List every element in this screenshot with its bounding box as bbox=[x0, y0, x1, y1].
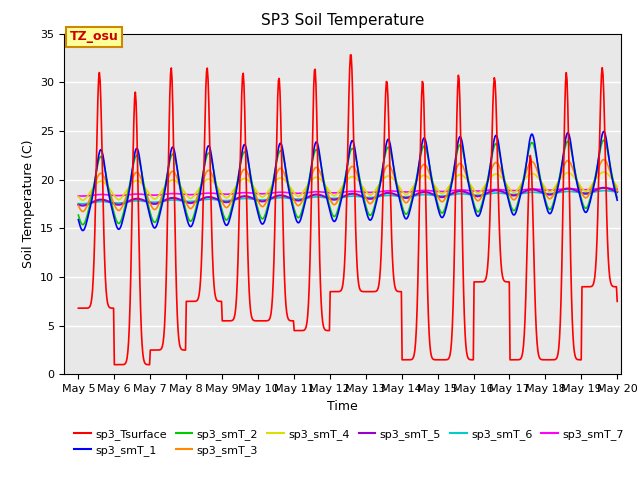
sp3_smT_7 bbox=[79, 193, 86, 199]
sp3_smT_5 bbox=[223, 199, 231, 205]
sp3_smT_3 bbox=[74, 203, 82, 208]
sp3_smT_2 bbox=[223, 216, 231, 222]
sp3_smT_7 bbox=[85, 193, 93, 199]
sp3_smT_3 bbox=[79, 209, 86, 215]
sp3_Tsurface bbox=[113, 362, 121, 368]
sp3_smT_1 bbox=[429, 187, 437, 193]
sp3_smT_2 bbox=[613, 194, 621, 200]
sp3_smT_1 bbox=[414, 169, 422, 175]
Line: sp3_Tsurface: sp3_Tsurface bbox=[78, 55, 617, 365]
sp3_smT_2 bbox=[429, 184, 437, 190]
sp3_smT_5 bbox=[195, 197, 203, 203]
Legend: sp3_Tsurface, sp3_smT_1, sp3_smT_2, sp3_smT_3, sp3_smT_4, sp3_smT_5, sp3_smT_6, : sp3_Tsurface, sp3_smT_1, sp3_smT_2, sp3_… bbox=[70, 424, 628, 460]
sp3_smT_4 bbox=[140, 184, 148, 190]
sp3_Tsurface bbox=[431, 357, 438, 362]
sp3_smT_6 bbox=[600, 188, 608, 193]
sp3_Tsurface bbox=[613, 299, 621, 304]
sp3_smT_6 bbox=[223, 198, 231, 204]
sp3_smT_7 bbox=[613, 186, 621, 192]
sp3_smT_6 bbox=[85, 200, 93, 206]
sp3_smT_6 bbox=[613, 189, 621, 195]
sp3_smT_1 bbox=[613, 197, 621, 203]
sp3_Tsurface bbox=[74, 305, 82, 311]
sp3_smT_1 bbox=[195, 196, 203, 202]
sp3_smT_7 bbox=[600, 185, 608, 191]
sp3_smT_7 bbox=[195, 191, 203, 197]
Line: sp3_smT_6: sp3_smT_6 bbox=[78, 191, 617, 204]
sp3_Tsurface bbox=[84, 305, 92, 311]
sp3_smT_5 bbox=[414, 191, 422, 196]
sp3_smT_6 bbox=[414, 192, 422, 198]
sp3_smT_7 bbox=[74, 193, 82, 199]
Line: sp3_smT_2: sp3_smT_2 bbox=[78, 140, 617, 225]
sp3_smT_3 bbox=[414, 174, 422, 180]
sp3_smT_6 bbox=[195, 198, 203, 204]
sp3_smT_2 bbox=[74, 212, 82, 218]
sp3_Tsurface bbox=[140, 359, 148, 365]
sp3_smT_4 bbox=[195, 186, 203, 192]
Line: sp3_smT_5: sp3_smT_5 bbox=[78, 188, 617, 205]
sp3_smT_1 bbox=[85, 210, 93, 216]
sp3_smT_5 bbox=[74, 202, 82, 207]
sp3_smT_2 bbox=[79, 222, 86, 228]
sp3_smT_3 bbox=[613, 188, 621, 194]
sp3_smT_1 bbox=[600, 129, 607, 134]
sp3_smT_3 bbox=[429, 182, 437, 188]
sp3_smT_1 bbox=[74, 217, 82, 223]
sp3_smT_5 bbox=[429, 192, 437, 197]
sp3_smT_4 bbox=[223, 194, 231, 200]
sp3_smT_6 bbox=[74, 201, 82, 206]
sp3_smT_4 bbox=[85, 191, 93, 197]
sp3_smT_7 bbox=[223, 192, 231, 197]
sp3_smT_4 bbox=[613, 184, 621, 190]
Y-axis label: Soil Temperature (C): Soil Temperature (C) bbox=[22, 140, 35, 268]
sp3_smT_3 bbox=[195, 189, 203, 195]
sp3_Tsurface bbox=[415, 243, 422, 249]
sp3_smT_4 bbox=[74, 193, 82, 199]
sp3_smT_6 bbox=[79, 201, 86, 207]
sp3_smT_5 bbox=[79, 203, 86, 208]
sp3_Tsurface bbox=[195, 292, 203, 298]
sp3_smT_1 bbox=[140, 188, 148, 193]
sp3_smT_1 bbox=[79, 228, 86, 233]
sp3_smT_2 bbox=[195, 192, 203, 198]
sp3_Tsurface bbox=[223, 318, 231, 324]
Line: sp3_smT_1: sp3_smT_1 bbox=[78, 132, 617, 230]
sp3_smT_2 bbox=[600, 137, 607, 143]
Text: TZ_osu: TZ_osu bbox=[69, 30, 118, 43]
sp3_smT_6 bbox=[140, 199, 148, 204]
sp3_smT_3 bbox=[223, 204, 231, 210]
sp3_smT_3 bbox=[140, 185, 148, 191]
sp3_smT_3 bbox=[600, 156, 607, 162]
sp3_smT_2 bbox=[414, 168, 422, 174]
sp3_smT_4 bbox=[414, 177, 422, 183]
Line: sp3_smT_7: sp3_smT_7 bbox=[78, 188, 617, 196]
sp3_smT_5 bbox=[600, 185, 607, 191]
sp3_smT_7 bbox=[414, 188, 422, 194]
sp3_smT_5 bbox=[613, 189, 621, 195]
sp3_smT_4 bbox=[600, 169, 607, 175]
sp3_smT_3 bbox=[85, 199, 93, 204]
Line: sp3_smT_4: sp3_smT_4 bbox=[78, 172, 617, 201]
sp3_smT_6 bbox=[429, 192, 437, 198]
Line: sp3_smT_3: sp3_smT_3 bbox=[78, 159, 617, 212]
sp3_smT_4 bbox=[429, 181, 437, 187]
sp3_smT_7 bbox=[429, 188, 437, 194]
sp3_smT_2 bbox=[140, 184, 148, 190]
sp3_smT_1 bbox=[223, 222, 231, 228]
sp3_smT_2 bbox=[85, 206, 93, 212]
Title: SP3 Soil Temperature: SP3 Soil Temperature bbox=[260, 13, 424, 28]
sp3_smT_7 bbox=[140, 192, 148, 197]
sp3_smT_4 bbox=[79, 198, 86, 204]
sp3_smT_5 bbox=[85, 201, 93, 207]
X-axis label: Time: Time bbox=[327, 400, 358, 413]
sp3_smT_5 bbox=[140, 198, 148, 204]
sp3_Tsurface bbox=[347, 52, 355, 58]
